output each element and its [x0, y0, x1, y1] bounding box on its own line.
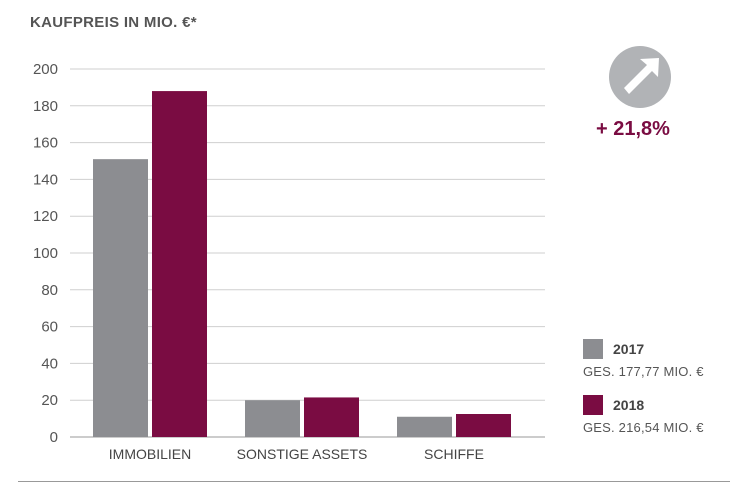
y-tick-label: 140 — [33, 171, 58, 188]
y-tick-label: 20 — [41, 392, 58, 409]
bar-2018-schiffe — [456, 414, 511, 437]
change-percentage: + 21,8% — [596, 118, 670, 140]
arrow-up-right-icon — [624, 58, 659, 94]
legend-swatch-2018 — [583, 395, 603, 415]
legend-year-2017: 2017 — [613, 341, 645, 357]
y-tick-label: 40 — [41, 355, 58, 372]
legend-total-2018: GES. 216,54 MIO. € — [583, 420, 704, 435]
labels-layer: 0 20 40 60 80 100 120 140 160 180 200 IMMOBILIEN SON… — [33, 61, 484, 462]
bar-2017-sonstige-assets — [245, 400, 300, 437]
x-category-label: SONSTIGE ASSETS — [237, 446, 368, 462]
legend-total-2017: GES. 177,77 MIO. € — [583, 364, 704, 379]
bar-2017-immobilien — [93, 159, 148, 437]
y-tick-label: 120 — [33, 208, 58, 225]
y-tick-label: 0 — [50, 429, 58, 446]
y-tick-label: 200 — [33, 61, 58, 78]
y-tick-label: 100 — [33, 245, 58, 262]
x-category-label: SCHIFFE — [424, 446, 484, 462]
y-tick-label: 180 — [33, 98, 58, 115]
bar-2017-schiffe — [397, 416, 452, 437]
legend-swatch-2017 — [583, 339, 603, 359]
x-category-label: IMMOBILIEN — [109, 446, 191, 462]
bar-2018-sonstige-assets — [304, 397, 359, 437]
chart-title: KAUFPREIS IN MIO. €* — [30, 14, 197, 31]
legend-year-2018: 2018 — [613, 397, 645, 413]
bottom-divider — [18, 481, 730, 482]
y-tick-label: 60 — [41, 319, 58, 336]
bar-2018-immobilien — [152, 91, 207, 437]
y-tick-label: 80 — [41, 282, 58, 299]
bars-layer — [93, 91, 511, 437]
change-indicator — [609, 46, 671, 108]
y-tick-label: 160 — [33, 135, 58, 152]
